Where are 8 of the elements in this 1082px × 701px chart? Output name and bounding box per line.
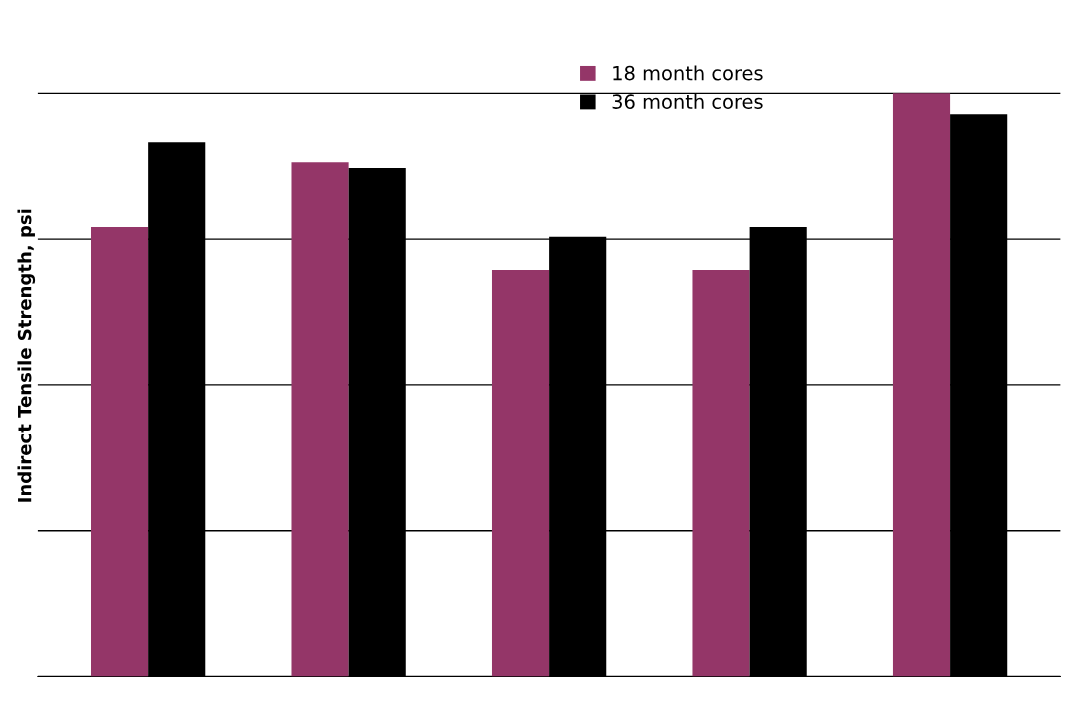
legend-label: 18 month cores	[613, 65, 763, 81]
bar	[892, 93, 951, 677]
bar	[291, 162, 349, 677]
bar	[491, 270, 550, 677]
bar	[91, 226, 149, 677]
legend-label: 36 month cores	[612, 93, 763, 109]
bar	[692, 270, 750, 677]
y-axis-title: Indirect Tensile Strength, psi	[17, 209, 36, 502]
